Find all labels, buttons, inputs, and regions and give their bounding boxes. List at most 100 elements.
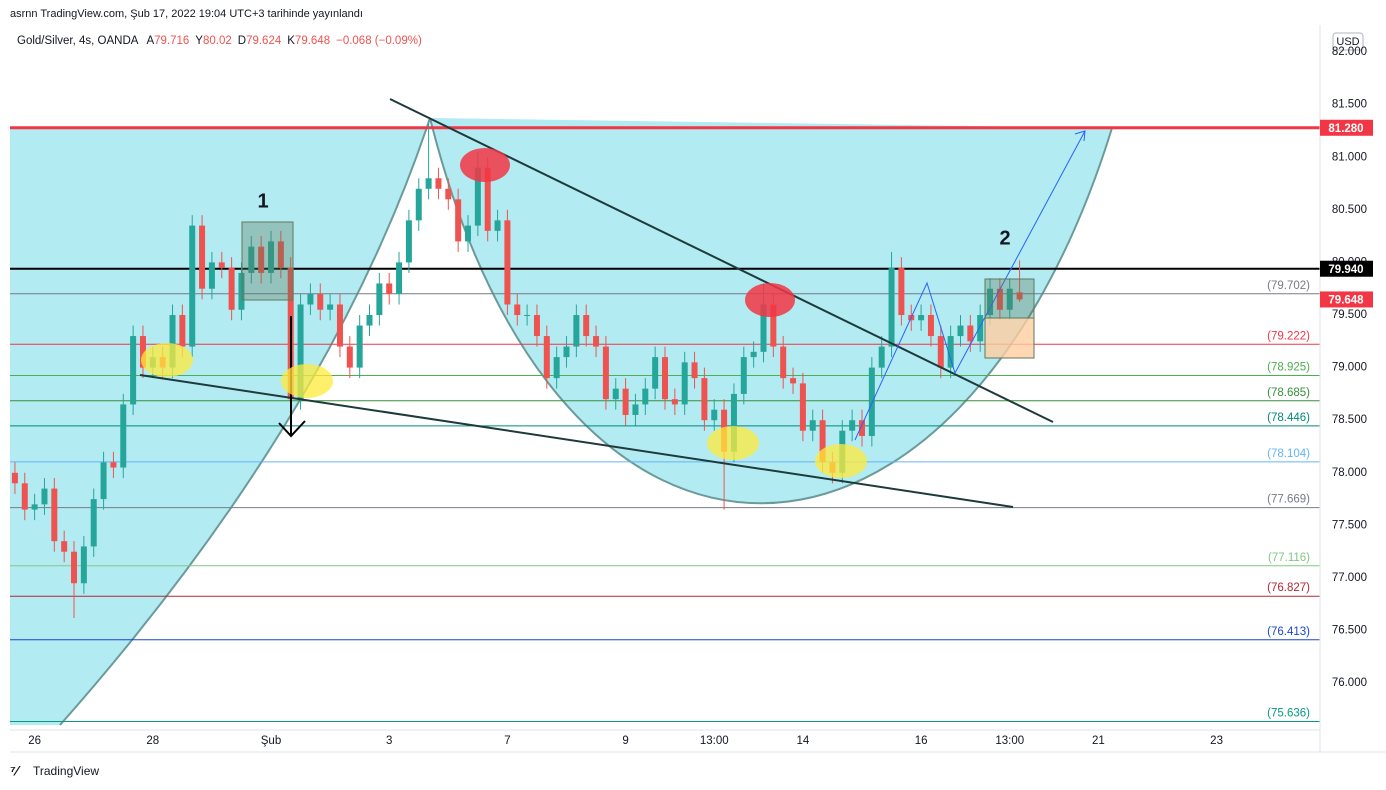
level-label: (79.222): [1267, 330, 1310, 342]
y-tick-label: 77.500: [1332, 519, 1367, 531]
x-tick-label: Şub: [261, 735, 281, 747]
x-tick-label: 3: [386, 735, 392, 747]
x-tick-label: 16: [915, 735, 928, 747]
candle-body: [878, 346, 885, 368]
curve: [59, 117, 431, 726]
candle-body: [80, 546, 87, 584]
marker: [460, 148, 510, 182]
currency[interactable]: USD: [1336, 36, 1359, 48]
marker: [281, 364, 333, 398]
candle-body: [563, 346, 570, 358]
y-tick-label: 78.000: [1332, 467, 1367, 479]
candle-body: [514, 304, 521, 316]
trendline: [139, 374, 1014, 508]
candle-body: [691, 362, 698, 379]
y-tick-label: 78.500: [1332, 414, 1367, 426]
candle-body: [799, 383, 806, 431]
candle-body: [1006, 288, 1013, 310]
candle-body: [553, 357, 560, 379]
candle-body: [336, 304, 343, 347]
ohlc-key: Y: [195, 35, 203, 47]
candle-body: [238, 272, 245, 310]
ohlc-value: 79.716: [154, 35, 189, 47]
candle-body: [189, 225, 196, 347]
level-label: (76.827): [1267, 582, 1310, 594]
y-tick-label: 82.000: [1332, 46, 1367, 58]
candle-body: [701, 378, 708, 421]
candle-body: [228, 267, 235, 310]
candle-body: [819, 420, 826, 463]
candle-body: [179, 315, 186, 347]
candle-body: [780, 346, 787, 379]
candle-body: [100, 462, 107, 500]
ohlc-key: D: [238, 35, 246, 47]
candle-body: [662, 357, 668, 400]
candle-body: [327, 304, 334, 310]
logo: ⁷⁄: [10, 763, 21, 779]
candle-body: [652, 357, 659, 389]
candle-body: [849, 420, 856, 431]
candle-body: [711, 409, 718, 421]
candle-body: [927, 315, 934, 337]
candle-body: [90, 499, 97, 547]
candle-body: [533, 315, 540, 337]
candle-body: [593, 336, 600, 347]
x-tick-label: 13:00: [700, 735, 729, 747]
box: [984, 278, 1035, 319]
candle-body: [642, 388, 649, 405]
candle-body: [51, 488, 58, 542]
x-tick-label: 14: [796, 735, 809, 747]
candle-body: [868, 367, 875, 436]
y-tick-label: 79.500: [1332, 309, 1367, 321]
header-bg: [0, 0, 1386, 25]
y-tick-label: 76.500: [1332, 625, 1367, 637]
publish-note: asrnn TradingView.com, Şub 17, 2022 19:0…: [10, 8, 363, 20]
candle-body: [1016, 292, 1023, 300]
candle-body: [110, 462, 117, 468]
candle-body: [898, 267, 905, 316]
price-tag: [1320, 260, 1373, 277]
currency-box[interactable]: [1332, 32, 1364, 51]
candle-body: [415, 188, 422, 221]
level-label: (78.104): [1267, 448, 1310, 460]
candle-body: [297, 304, 304, 400]
x-tick-label: 9: [622, 735, 628, 747]
candle-body: [583, 315, 590, 337]
x-tick-label: 13:00: [995, 735, 1024, 747]
candle-body: [977, 315, 984, 342]
candle-body: [937, 336, 944, 368]
cyan-area: [10, 118, 430, 725]
y-tick-label: 80.500: [1332, 204, 1367, 216]
candle-body: [445, 188, 452, 200]
level-label: (78.685): [1267, 387, 1310, 399]
candle-body: [740, 357, 747, 394]
candle-body: [888, 267, 895, 347]
candle-body: [139, 336, 146, 368]
level-label: (78.925): [1267, 362, 1310, 374]
y-tick-label: 76.000: [1332, 677, 1367, 689]
y-tick-label: 81.500: [1332, 99, 1367, 111]
x-tick-label: 21: [1092, 735, 1105, 747]
candle-body: [947, 336, 954, 368]
candle-body: [218, 262, 225, 268]
candle-body: [346, 346, 353, 368]
candle-body: [376, 283, 383, 316]
marker: [141, 343, 193, 377]
x-tick-label: 7: [504, 735, 510, 747]
candle-body: [524, 315, 531, 317]
x-tick-label: 26: [28, 735, 41, 747]
ohlc-value: 79.648: [295, 35, 330, 47]
candle-body: [258, 246, 265, 273]
price-tag: [1320, 119, 1373, 136]
candle-body: [504, 220, 511, 305]
candle-body: [573, 315, 580, 347]
marker: [815, 444, 867, 478]
candle-body: [199, 225, 206, 289]
candle-body: [790, 378, 797, 384]
symbol: Gold/Silver, 4s, OANDA: [17, 35, 139, 47]
candle-body: [455, 199, 462, 242]
level-label: (75.636): [1267, 708, 1310, 720]
level-label: (76.413): [1267, 626, 1310, 638]
candle-body: [21, 483, 28, 510]
candle-body: [307, 293, 314, 305]
